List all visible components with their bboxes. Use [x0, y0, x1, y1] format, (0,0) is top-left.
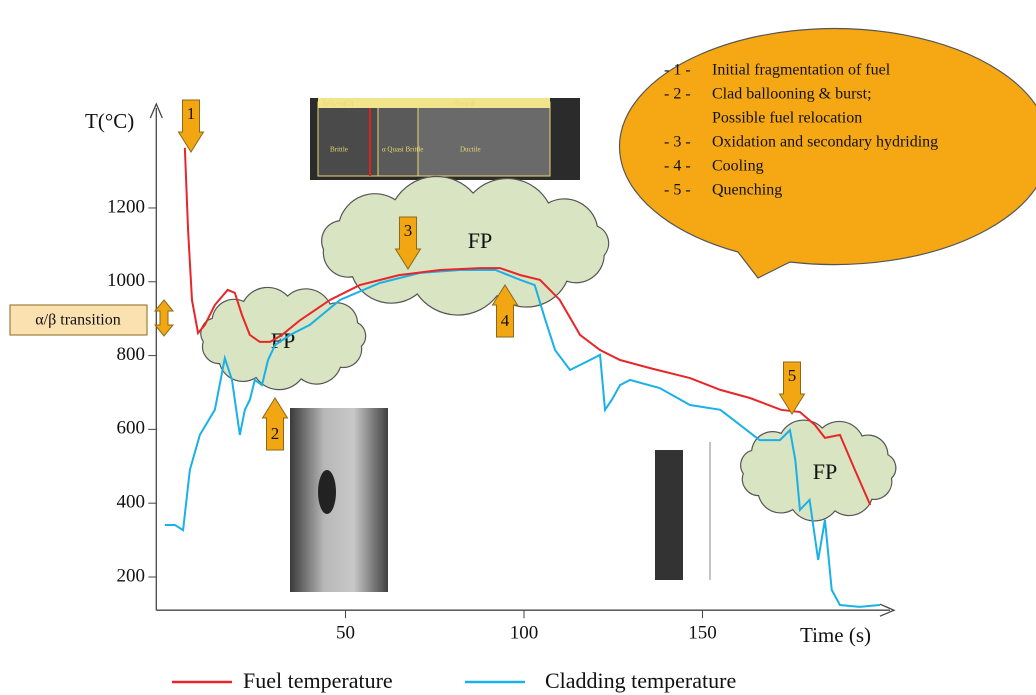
bubble-number: - 2 - [664, 86, 691, 103]
y-tick-label: 200 [117, 565, 146, 586]
quench-photo [650, 440, 720, 582]
bubble-number: - 4 - [664, 158, 691, 175]
bubble-text: Possible fuel relocation [712, 110, 862, 127]
bubble-text: Clad ballooning & burst; [712, 86, 872, 103]
y-axis-label: T(°C) [85, 109, 134, 133]
callout-number: 4 [501, 311, 510, 330]
cloud [322, 176, 609, 315]
y-tick-label: 400 [117, 492, 146, 513]
bubble-text: Cooling [712, 158, 764, 175]
photo-label: α Quasi Brittle [382, 146, 423, 154]
y-tick-label: 800 [117, 344, 146, 365]
bubble-number: - 1 - [664, 62, 691, 79]
bubble-number: - 3 - [664, 134, 691, 151]
cloud-label: FP [468, 228, 492, 253]
burst-photo [290, 408, 388, 592]
legend-label: Fuel temperature [243, 668, 393, 693]
photo-label: Brittle [330, 146, 348, 154]
transition-label: α/β transition [35, 312, 120, 329]
transition-arrow [155, 300, 173, 336]
cloud-label: FP [813, 459, 837, 484]
photo-label: ZrO₂+α(O) [322, 100, 354, 108]
x-axis-label: Time (s) [800, 623, 871, 647]
callout-number: 2 [271, 424, 280, 443]
bubble-text: Initial fragmentation of fuel [712, 62, 891, 79]
callout-number: 3 [404, 221, 413, 240]
bubble-text: Quenching [712, 182, 782, 199]
x-tick-label: 100 [510, 622, 539, 643]
y-tick-label: 1000 [107, 270, 145, 291]
bubble-text: Oxidation and secondary hydriding [712, 134, 938, 151]
photo-label: Prior-β [455, 100, 475, 108]
y-tick-label: 1200 [107, 196, 145, 217]
callout-number: 1 [187, 104, 196, 123]
x-tick-label: 50 [336, 622, 355, 643]
x-tick-label: 150 [688, 622, 717, 643]
legend-label: Cladding temperature [545, 668, 736, 693]
y-tick-label: 600 [117, 418, 146, 439]
microstructure-photo [310, 98, 580, 180]
bubble-number: - 5 - [664, 182, 691, 199]
chart: FPFPFP T(°C)Time (s)20040060080010001200… [0, 0, 1036, 695]
callout-number: 5 [788, 366, 797, 385]
photo-label: Ductile [460, 146, 481, 154]
